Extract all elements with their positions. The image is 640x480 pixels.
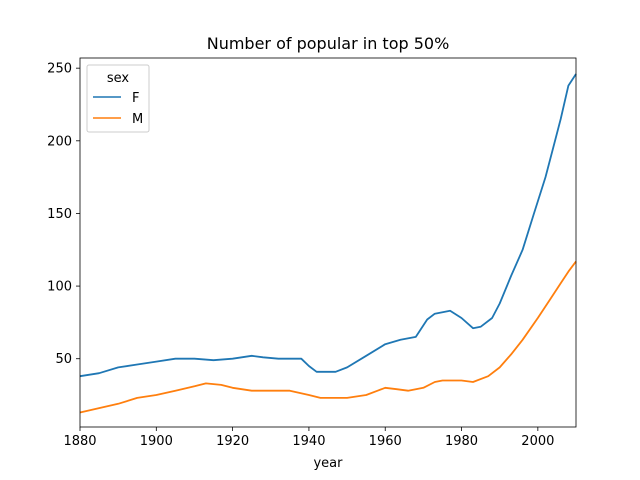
y-tick-label: 150 bbox=[47, 207, 72, 222]
x-tick-label: 1900 bbox=[140, 434, 173, 449]
x-tick-label: 1920 bbox=[216, 434, 249, 449]
x-tick-label: 1940 bbox=[292, 434, 325, 449]
x-tick-label: 1880 bbox=[63, 434, 96, 449]
legend-frame bbox=[86, 64, 150, 133]
chart-title: Number of popular in top 50% bbox=[207, 34, 450, 53]
y-tick-label: 200 bbox=[47, 134, 72, 149]
y-tick-label: 250 bbox=[47, 62, 72, 77]
series-line-m bbox=[79, 260, 577, 414]
x-axis-ticks: 1880 1900 1920 1940 1960 1980 2000 bbox=[63, 427, 554, 449]
legend-label-f: F bbox=[132, 91, 139, 106]
x-axis-label: year bbox=[313, 456, 343, 471]
x-tick-label: 2000 bbox=[521, 434, 554, 449]
plot-frame bbox=[79, 57, 577, 428]
y-axis-ticks: 50 100 150 200 250 bbox=[47, 62, 80, 367]
series-line-f bbox=[79, 73, 577, 378]
x-tick-label: 1960 bbox=[369, 434, 402, 449]
plot-lines bbox=[79, 73, 577, 414]
y-tick-label: 50 bbox=[55, 352, 72, 367]
y-tick-label: 100 bbox=[47, 280, 72, 295]
legend-title: sex bbox=[107, 71, 130, 86]
x-tick-label: 1980 bbox=[445, 434, 478, 449]
legend: sex F M bbox=[86, 64, 150, 133]
legend-label-m: M bbox=[132, 112, 143, 127]
